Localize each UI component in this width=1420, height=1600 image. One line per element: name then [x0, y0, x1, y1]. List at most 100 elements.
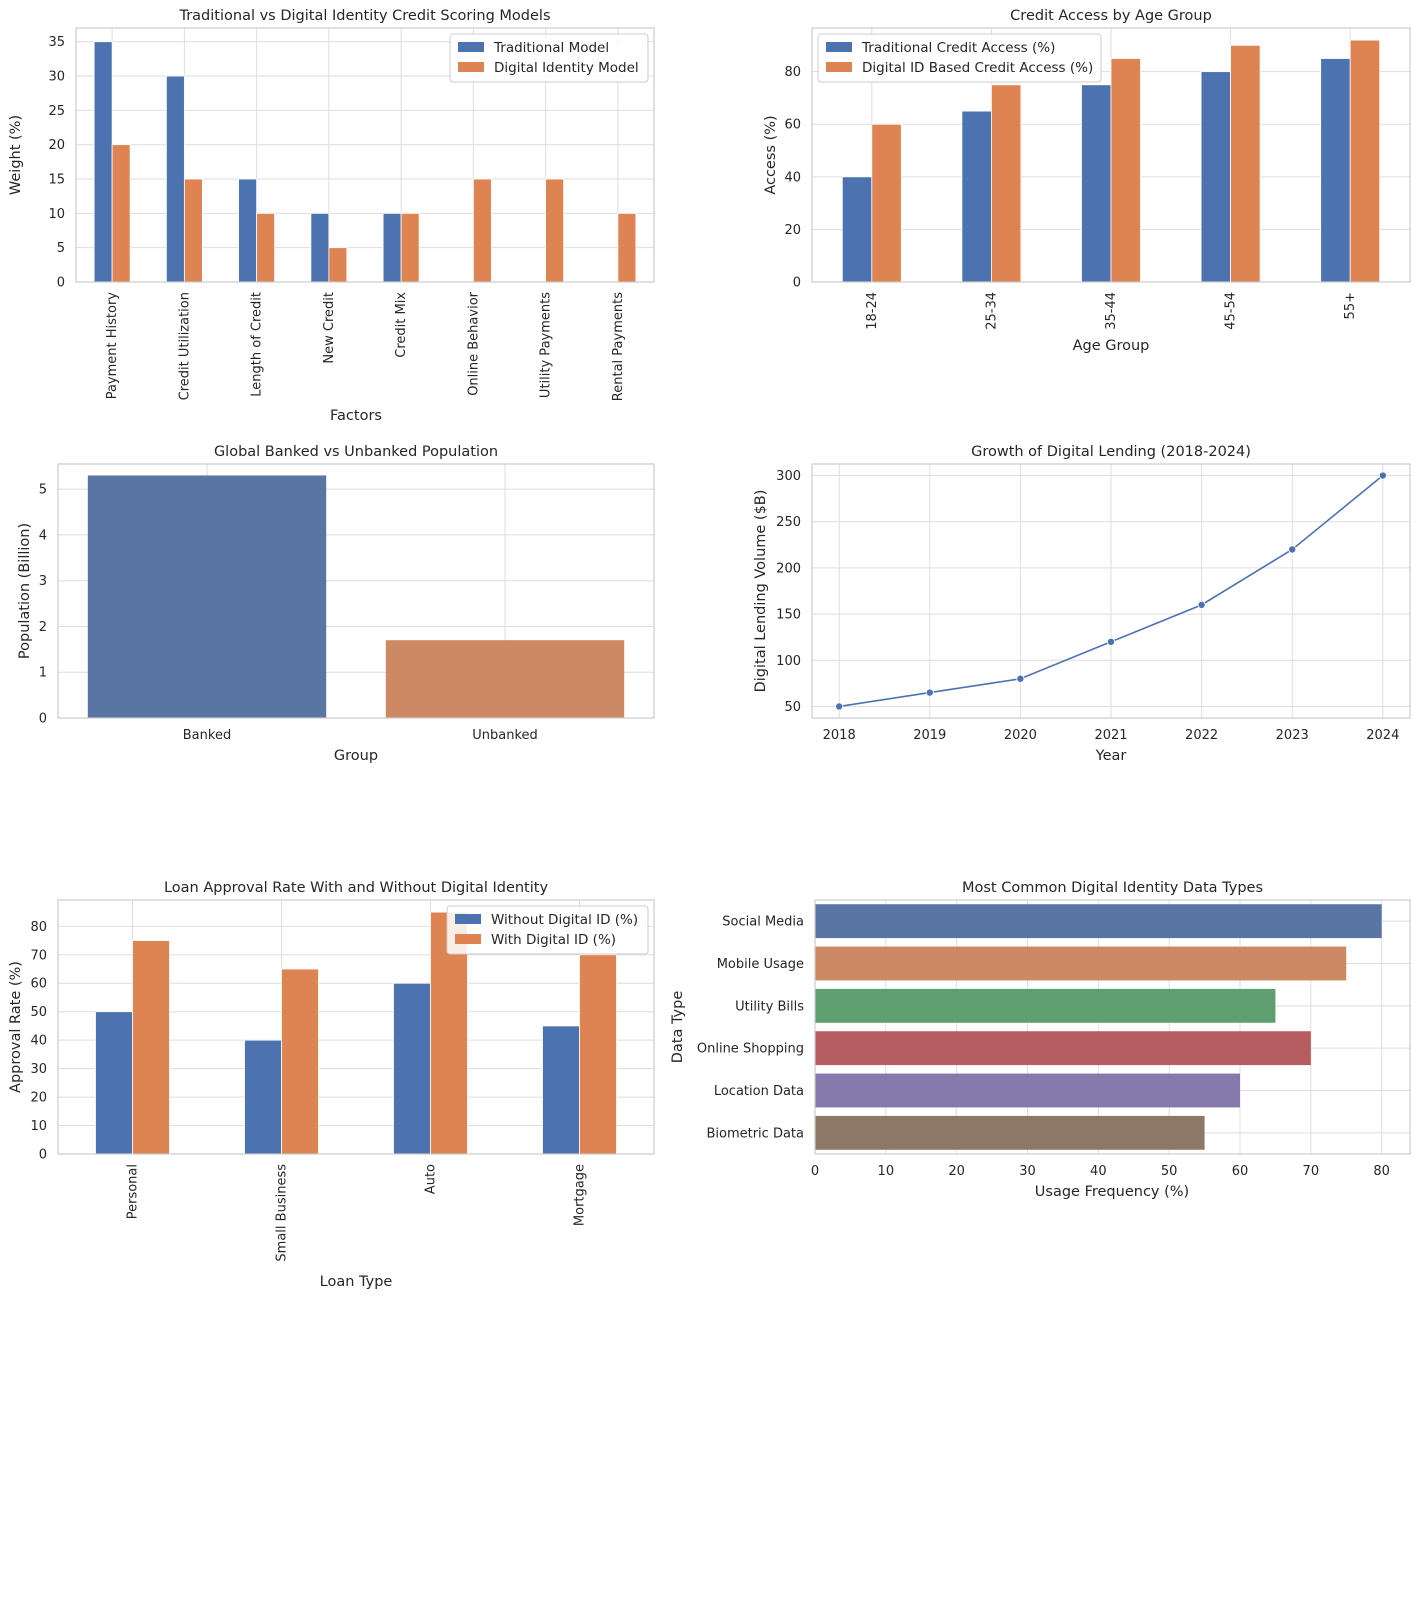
- data-point: [1288, 545, 1297, 554]
- panel-digital-identity-data-types: 0 10 20 30 40 50 60 70 80 Social Media Mobile Usag…: [670, 880, 1411, 1200]
- panel-credit-access-by-age: 0 20 40 60 80 18-24 25-34 35-44 45-54 55+ Credit A…: [763, 8, 1411, 354]
- bar: [183, 178, 203, 283]
- chart-title: Growth of Digital Lending (2018-2024): [971, 444, 1251, 460]
- plot-frame: [57, 463, 655, 719]
- chart-title: Loan Approval Rate With and Without Digi…: [164, 880, 549, 896]
- x-tick-label: 70: [1303, 1164, 1320, 1179]
- y-tick-label: Biometric Data: [706, 1126, 804, 1141]
- x-tick-label: 2019: [913, 728, 946, 743]
- x-tick-label: 40: [1090, 1164, 1107, 1179]
- y-tick-label: 80: [784, 65, 801, 80]
- bar: [991, 84, 1022, 283]
- x-tick-label: Mortgage: [573, 1164, 588, 1226]
- panel-loan-approval-rate: 0 10 20 30 40 50 60 70 80 Personal Small Business A…: [8, 880, 655, 1290]
- bar: [132, 940, 170, 1155]
- x-tick-label: 50: [1161, 1164, 1178, 1179]
- y-axis-label: Weight (%): [8, 115, 24, 195]
- bar: [310, 212, 330, 283]
- x-axis-label: Loan Type: [320, 1274, 393, 1290]
- panel-credit-scoring-models: 0 5 10 15 20 25 30 35 Payment History Credit Util…: [8, 8, 655, 424]
- x-tick-label: 2024: [1366, 728, 1399, 743]
- y-axis-label: Population (Billion): [17, 523, 33, 659]
- legend-entry: Digital ID Based Credit Access (%): [862, 60, 1093, 76]
- bar: [871, 123, 902, 283]
- bar: [815, 1115, 1205, 1150]
- y-tick-label: Location Data: [714, 1084, 804, 1099]
- y-tick-label: 30: [48, 70, 65, 85]
- x-tick-label: Rental Payments: [611, 292, 626, 401]
- y-tick-label: 20: [48, 138, 65, 153]
- panel-digital-lending-growth: 50 100 150 200 250 300 2018 2019 2020 2021 2022 202…: [753, 444, 1411, 764]
- data-point: [1107, 637, 1116, 646]
- y-tick-label: 70: [30, 948, 47, 963]
- y-tick-label: 200: [776, 561, 801, 576]
- chart-title: Global Banked vs Unbanked Population: [214, 444, 498, 460]
- y-tick-label: 80: [30, 920, 47, 935]
- x-tick-label: 60: [1232, 1164, 1249, 1179]
- y-tick-label: 40: [784, 170, 801, 185]
- bar: [1320, 58, 1351, 283]
- legend-swatch: [826, 42, 852, 52]
- legend-swatch: [458, 62, 484, 72]
- y-tick-label: 3: [39, 574, 47, 589]
- bar: [815, 946, 1347, 981]
- x-tick-label: 35-44: [1104, 292, 1119, 330]
- bar: [1110, 58, 1141, 283]
- bar: [1349, 39, 1381, 283]
- y-tick-label: 50: [30, 1005, 47, 1020]
- bar: [545, 178, 565, 283]
- y-tick-label: 4: [39, 528, 47, 543]
- y-tick-label: Online Shopping: [697, 1042, 804, 1057]
- chart-title: Most Common Digital Identity Data Types: [962, 880, 1263, 896]
- bar: [1081, 84, 1112, 283]
- y-tick-label: 10: [30, 1119, 47, 1134]
- x-tick-label: 0: [811, 1164, 819, 1179]
- x-axis-label: Age Group: [1073, 338, 1150, 354]
- bar: [382, 212, 402, 283]
- bar: [815, 988, 1276, 1023]
- y-tick-label: 250: [776, 515, 801, 530]
- data-point: [835, 702, 844, 711]
- bar: [961, 110, 992, 283]
- x-tick-label: Unbanked: [472, 728, 538, 743]
- legend-box: [449, 33, 649, 83]
- legend-entry: Traditional Model: [493, 40, 609, 56]
- y-tick-label: 300: [776, 469, 801, 484]
- x-tick-label: Length of Credit: [250, 292, 265, 397]
- x-tick-label: Credit Utilization: [177, 292, 192, 400]
- bar: [815, 904, 1382, 939]
- legend-entry: Without Digital ID (%): [491, 912, 638, 928]
- y-tick-label: 50: [784, 700, 801, 715]
- x-tick-label: Auto: [424, 1164, 439, 1194]
- x-axis-label: Factors: [330, 408, 382, 424]
- x-tick-label: 80: [1373, 1164, 1390, 1179]
- x-tick-label: Credit Mix: [394, 292, 409, 358]
- x-tick-label: 2023: [1276, 728, 1309, 743]
- legend-swatch: [455, 934, 481, 944]
- legend-entry: With Digital ID (%): [491, 932, 616, 948]
- x-tick-label: New Credit: [322, 292, 337, 364]
- legend-swatch: [458, 42, 484, 52]
- data-point: [1016, 674, 1025, 683]
- y-tick-label: 0: [793, 276, 801, 291]
- bar: [1230, 44, 1261, 283]
- y-axis-label: Approval Rate (%): [8, 961, 24, 1093]
- plot-frame: [57, 899, 655, 1155]
- y-tick-label: Social Media: [722, 915, 804, 930]
- bar: [238, 178, 258, 283]
- bar: [328, 247, 348, 283]
- x-tick-label: Payment History: [105, 292, 120, 400]
- bar: [244, 1039, 282, 1155]
- x-tick-label: Online Behavior: [466, 291, 481, 395]
- x-tick-label: 2020: [1004, 728, 1037, 743]
- bar: [815, 1031, 1311, 1066]
- legend-entry: Traditional Credit Access (%): [861, 40, 1055, 56]
- y-tick-label: 10: [48, 207, 65, 222]
- y-tick-label: Utility Bills: [735, 999, 804, 1014]
- bar: [87, 475, 327, 718]
- bar: [1200, 71, 1231, 283]
- x-tick-label: Small Business: [275, 1164, 290, 1262]
- x-tick-label: 2018: [823, 728, 856, 743]
- legend-entry: Digital Identity Model: [494, 60, 639, 76]
- panel-banked-vs-unbanked: 0 1 2 3 4 5 Banked Unbanked Global Banked vs Unb…: [17, 444, 655, 764]
